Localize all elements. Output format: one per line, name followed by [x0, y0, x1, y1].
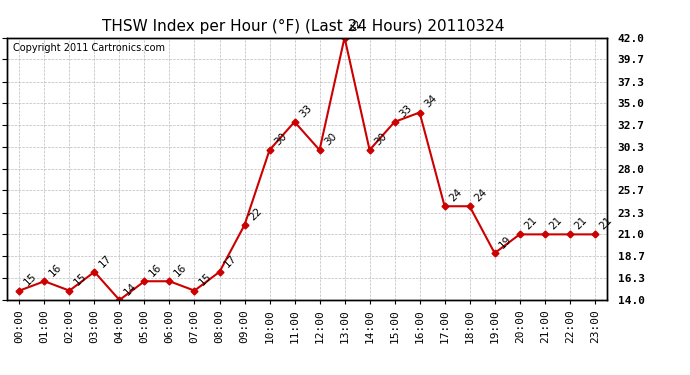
Text: THSW Index per Hour (°F) (Last 24 Hours) 20110324: THSW Index per Hour (°F) (Last 24 Hours)…: [102, 19, 505, 34]
Text: 33: 33: [397, 103, 414, 119]
Text: 15: 15: [72, 272, 88, 288]
Text: 19: 19: [497, 234, 514, 250]
Text: 16: 16: [172, 262, 188, 279]
Text: 24: 24: [473, 187, 489, 204]
Text: 15: 15: [22, 272, 39, 288]
Text: 24: 24: [447, 187, 464, 204]
Text: 22: 22: [247, 206, 264, 222]
Text: 42: 42: [347, 18, 364, 35]
Text: 34: 34: [422, 93, 439, 110]
Text: 30: 30: [273, 131, 288, 147]
Text: 17: 17: [97, 253, 114, 269]
Text: 16: 16: [47, 262, 63, 279]
Text: 30: 30: [373, 131, 388, 147]
Text: 16: 16: [147, 262, 164, 279]
Text: 21: 21: [547, 215, 564, 232]
Text: 14: 14: [122, 281, 139, 297]
Text: 30: 30: [322, 131, 339, 147]
Text: Copyright 2011 Cartronics.com: Copyright 2011 Cartronics.com: [13, 43, 165, 53]
Text: 33: 33: [297, 103, 314, 119]
Text: 21: 21: [573, 215, 589, 232]
Text: 21: 21: [522, 215, 539, 232]
Text: 17: 17: [222, 253, 239, 269]
Text: 15: 15: [197, 272, 214, 288]
Text: 21: 21: [598, 215, 614, 232]
